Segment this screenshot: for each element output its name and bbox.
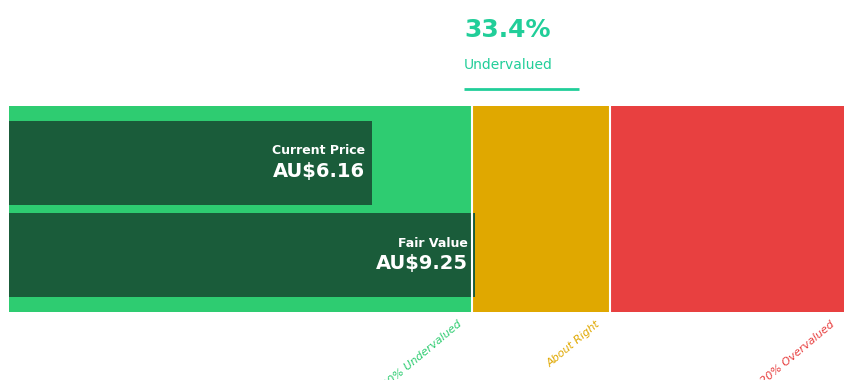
Text: Fair Value: Fair Value bbox=[398, 237, 468, 250]
Text: 20% Overvalued: 20% Overvalued bbox=[757, 319, 835, 380]
Text: Undervalued: Undervalued bbox=[463, 58, 552, 71]
Text: Current Price: Current Price bbox=[272, 144, 365, 157]
Text: AU$9.25: AU$9.25 bbox=[376, 254, 468, 273]
Text: 33.4%: 33.4% bbox=[463, 18, 550, 43]
Bar bbox=[9, 106, 472, 312]
Bar bbox=[472, 106, 610, 312]
Text: AU$6.16: AU$6.16 bbox=[273, 162, 365, 180]
Bar bbox=[9, 121, 371, 205]
Bar bbox=[610, 106, 843, 312]
Text: 20% Undervalued: 20% Undervalued bbox=[381, 319, 463, 380]
Text: About Right: About Right bbox=[544, 319, 602, 369]
Bar bbox=[9, 213, 475, 297]
